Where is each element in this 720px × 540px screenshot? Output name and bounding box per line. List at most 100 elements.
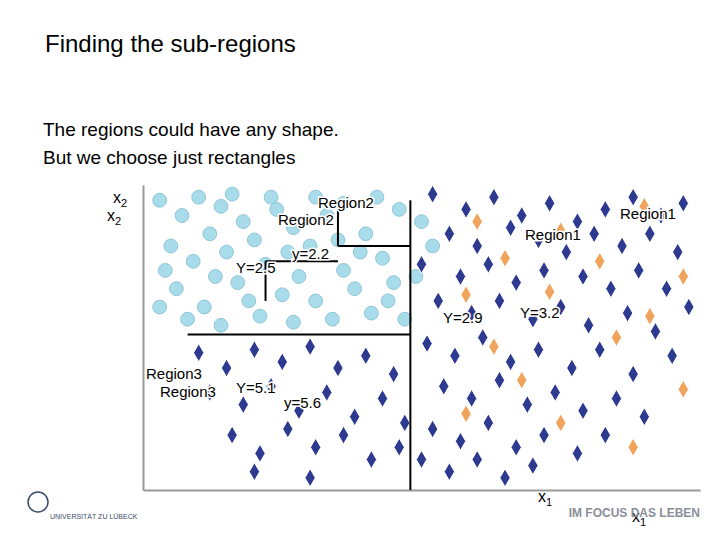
diamond-point: [461, 405, 471, 423]
circle-point: [225, 187, 239, 201]
diamond-point: [578, 267, 588, 285]
diamond-point: [333, 359, 343, 377]
diamond-point: [305, 338, 315, 356]
diamond-point: [478, 328, 488, 346]
diamond-point: [466, 389, 476, 407]
annotation: Y=2.5: [236, 259, 276, 276]
circle-point: [197, 300, 211, 314]
diamond-point: [505, 353, 515, 371]
circle-point: [181, 312, 195, 326]
diamond-point: [544, 194, 554, 212]
diamond-point: [611, 328, 621, 346]
title: Finding the sub-regions: [45, 30, 296, 57]
circle-point: [426, 239, 440, 253]
diamond-point: [221, 359, 231, 377]
circle-point: [170, 282, 184, 296]
circle-point: [337, 263, 351, 277]
diamond-point: [500, 469, 510, 487]
diamond-point: [388, 365, 398, 383]
diamond-point: [561, 243, 571, 261]
circle-point: [220, 245, 234, 259]
diamond-point: [427, 185, 437, 203]
diamond-point: [645, 307, 655, 325]
circle-point: [415, 215, 429, 229]
circle-point: [214, 199, 228, 213]
circle-point: [387, 276, 401, 290]
series: [153, 187, 440, 332]
diamond-point: [422, 335, 432, 353]
circle-point: [153, 300, 167, 314]
diamond-point: [556, 414, 566, 432]
diamond-point: [322, 383, 332, 401]
diamond-point: [667, 347, 677, 365]
diamond-point: [472, 237, 482, 255]
series: [461, 197, 689, 456]
circle-point: [392, 202, 406, 216]
diamond-point: [238, 396, 248, 414]
annotation: Region2: [278, 211, 334, 228]
diamond-point: [505, 219, 515, 237]
diamond-point: [600, 200, 610, 218]
diamond-point: [494, 371, 504, 389]
circle-point: [264, 190, 278, 204]
annotation: Region1: [620, 205, 676, 222]
diamond-point: [489, 338, 499, 356]
diamond-point: [539, 261, 549, 279]
diamond-point: [589, 225, 599, 243]
circle-point: [348, 282, 362, 296]
circle-point: [186, 254, 200, 268]
circle-point: [376, 251, 390, 265]
circle-point: [158, 263, 172, 277]
diamond-point: [511, 438, 521, 456]
diamond-point: [678, 194, 688, 212]
y-axis: [143, 186, 144, 491]
circle-point: [164, 239, 178, 253]
footer: UNIVERSITÄT ZU LÜBECK: [50, 513, 138, 520]
diamond-point: [249, 341, 259, 359]
annotation: Region3: [160, 383, 216, 400]
series: [193, 185, 694, 487]
diamond-point: [400, 414, 410, 432]
circle-point: [242, 294, 256, 308]
circle-point: [275, 288, 289, 302]
diamond-point: [494, 292, 504, 310]
diamond-point: [472, 450, 482, 468]
diamond-point: [578, 402, 588, 420]
annotation: y=2.2: [292, 245, 329, 262]
annotation: Region2: [318, 194, 374, 211]
circle-point: [175, 209, 189, 223]
annotation: y=5.6: [284, 394, 321, 411]
diamond-point: [444, 463, 454, 481]
diamond-point: [678, 380, 688, 398]
circle-point: [292, 270, 306, 284]
circle-point: [247, 233, 261, 247]
diamond-point: [305, 469, 315, 487]
diamond-point: [583, 316, 593, 334]
diamond-point: [349, 408, 359, 426]
diamond-point: [550, 383, 560, 401]
diamond-point: [606, 280, 616, 298]
circle-point: [209, 270, 223, 284]
diamond-point: [193, 344, 203, 362]
diamond-point: [595, 341, 605, 359]
circle-point: [203, 227, 217, 241]
x-axis: [144, 490, 701, 491]
axis-line: [144, 490, 701, 492]
diamond-point: [511, 274, 521, 292]
circle-point: [231, 276, 245, 290]
plot-area: [153, 185, 694, 490]
circle-point: [325, 312, 339, 326]
annotation: Y=5.1: [236, 379, 276, 396]
annotation: Y=2.9: [443, 309, 483, 326]
split-line: [338, 245, 410, 247]
diamond-point: [489, 188, 499, 206]
diamond-point: [661, 280, 671, 298]
diamond-point: [338, 426, 348, 444]
diamond-point: [622, 304, 632, 322]
circle-point: [359, 227, 373, 241]
circle-point: [353, 245, 367, 259]
split-line: [188, 333, 411, 335]
diamond-point: [283, 420, 293, 438]
diamond-point: [310, 438, 320, 456]
diamond-point: [522, 396, 532, 414]
